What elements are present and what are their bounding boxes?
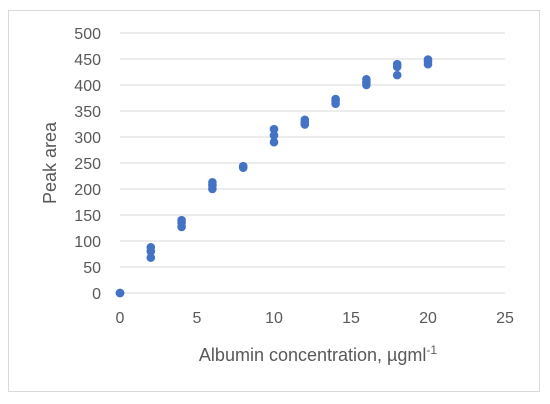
y-tick-label: 300 bbox=[74, 130, 101, 147]
data-point bbox=[269, 124, 279, 134]
x-tick-label: 20 bbox=[419, 310, 437, 327]
x-tick-label: 0 bbox=[116, 310, 125, 327]
data-point bbox=[208, 177, 217, 187]
y-tick-label: 400 bbox=[74, 78, 101, 95]
x-axis-title-superscript: -1 bbox=[426, 343, 437, 357]
y-tick-label: 150 bbox=[74, 208, 101, 225]
y-tick-label: 0 bbox=[92, 286, 101, 303]
data-point bbox=[300, 115, 310, 125]
y-axis-title: Peak area bbox=[40, 121, 60, 204]
y-tick-label: 100 bbox=[74, 234, 101, 251]
y-tick-label: 500 bbox=[74, 26, 101, 43]
y-tick-label: 50 bbox=[83, 260, 101, 277]
x-tick-label: 10 bbox=[265, 310, 283, 327]
data-points bbox=[115, 55, 433, 298]
x-tick-label: 5 bbox=[193, 310, 202, 327]
data-point bbox=[392, 70, 402, 80]
data-point bbox=[269, 137, 279, 147]
x-axis-title-text: Albumin concentration, µgml bbox=[199, 345, 426, 365]
data-point bbox=[362, 74, 371, 84]
y-tick-label: 350 bbox=[74, 104, 101, 121]
data-point bbox=[115, 288, 125, 298]
chart-area bbox=[8, 10, 540, 392]
gridlines bbox=[120, 32, 505, 268]
data-point bbox=[269, 131, 279, 140]
y-tick-label: 250 bbox=[74, 156, 101, 173]
y-tick-label: 200 bbox=[74, 182, 101, 199]
x-axis-title: Albumin concentration, µgml-1 bbox=[199, 343, 437, 365]
data-point bbox=[423, 55, 433, 64]
data-point bbox=[146, 242, 156, 252]
x-tick-labels: 0 5 10 15 20 25 bbox=[116, 310, 514, 327]
data-point bbox=[331, 94, 340, 104]
y-tick-label: 450 bbox=[74, 52, 101, 69]
data-point bbox=[177, 215, 186, 225]
y-tick-labels: 0 50 100 150 200 250 300 350 400 450 500 bbox=[74, 26, 101, 303]
data-point bbox=[146, 253, 156, 262]
x-tick-label: 25 bbox=[496, 310, 514, 327]
data-point bbox=[238, 161, 248, 171]
x-tick-label: 15 bbox=[342, 310, 360, 327]
data-point bbox=[392, 59, 402, 69]
